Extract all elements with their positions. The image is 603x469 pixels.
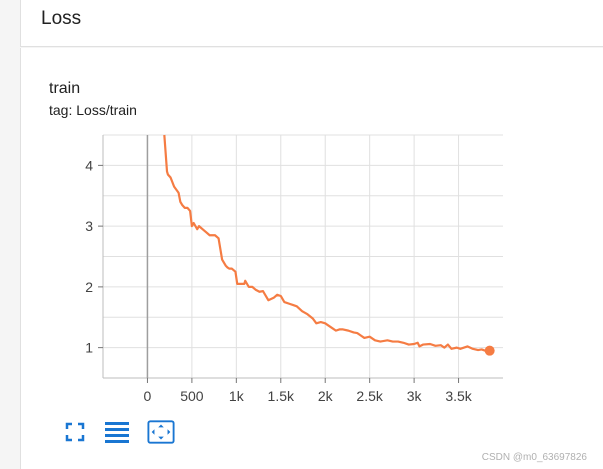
loss-chart[interactable]: 1 2 3 4 0 500 1k 1.5k 2k 2.5k 3k 3.5k xyxy=(21,48,603,469)
fullscreen-icon xyxy=(65,422,85,442)
watermark: CSDN @m0_63697826 xyxy=(481,452,587,463)
y-tick-label: 1 xyxy=(85,340,93,356)
toggle-log-scale-icon xyxy=(105,422,129,443)
x-tick-label: 3k xyxy=(407,388,423,404)
x-tick-label: 1.5k xyxy=(268,388,295,404)
x-tick-label: 2k xyxy=(318,388,334,404)
section-title: Loss xyxy=(41,8,82,29)
fit-domain-button[interactable] xyxy=(147,418,175,446)
x-tick-label: 3.5k xyxy=(445,388,472,404)
y-tick-label: 4 xyxy=(85,157,93,173)
y-tick-label: 2 xyxy=(85,279,93,295)
x-tick-label: 500 xyxy=(180,388,204,404)
section-header[interactable]: Loss xyxy=(20,0,603,47)
chart-grid xyxy=(102,134,503,378)
card-tag: tag: Loss/train xyxy=(49,102,137,118)
x-tick-label: 1k xyxy=(229,388,245,404)
y-tick-label: 3 xyxy=(85,218,93,234)
chart-axes xyxy=(102,135,503,379)
loss-series-line xyxy=(163,134,490,352)
x-tick-label: 0 xyxy=(144,388,152,404)
chart-ticks: 1 2 3 4 0 500 1k 1.5k 2k 2.5k 3k 3.5k xyxy=(85,157,473,404)
chart-series xyxy=(163,134,495,356)
scalar-card: train tag: Loss/train 1 2 3 4 0 500 1k 1.5k 2k 2.… xyxy=(20,48,603,469)
toggle-log-scale-button[interactable] xyxy=(103,418,131,446)
fit-domain-icon xyxy=(147,420,175,444)
card-title: train xyxy=(49,80,81,97)
x-tick-label: 2.5k xyxy=(356,388,383,404)
last-point-marker xyxy=(484,345,495,356)
fullscreen-button[interactable] xyxy=(61,418,89,446)
